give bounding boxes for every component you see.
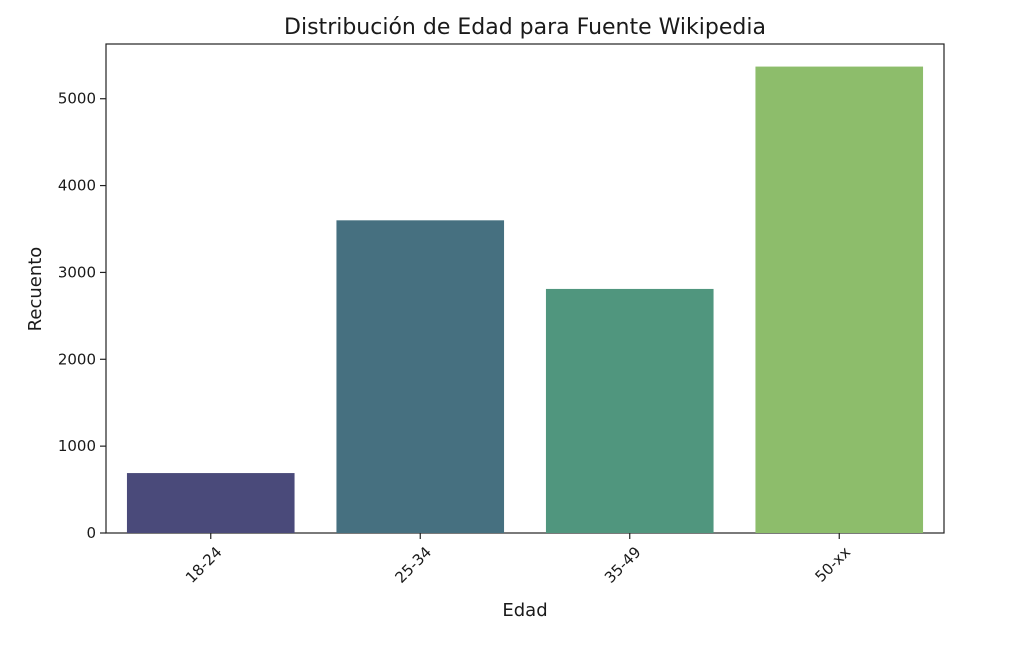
plot-area-frame [105,43,945,534]
x-tick-label: 35-49 [601,543,645,587]
x-axis-label: Edad [502,600,547,621]
x-tick-label: 18-24 [182,543,226,587]
y-tick-label: 4000 [58,177,96,195]
x-tick-label: 25-34 [392,543,436,587]
bars-group [126,66,924,534]
bar-18-24 [126,473,295,533]
y-tick-label: 0 [86,524,96,542]
bar-35-49 [545,288,714,533]
chart-title: Distribución de Edad para Fuente Wikiped… [284,15,766,40]
y-tick-label: 2000 [58,350,96,368]
y-tick-label: 1000 [58,437,96,455]
x-tick-label: 50-xx [811,543,854,586]
bar-50-xx [755,66,924,534]
y-tick-label: 3000 [58,263,96,281]
y-axis-label: Recuento [25,247,46,332]
bar-25-34 [336,220,505,533]
y-tick-label: 5000 [58,90,96,108]
x-axis-ticks: 18-24 25-34 35-49 50-xx [182,533,854,587]
y-axis-ticks: 0 1000 2000 3000 4000 5000 [58,90,106,542]
